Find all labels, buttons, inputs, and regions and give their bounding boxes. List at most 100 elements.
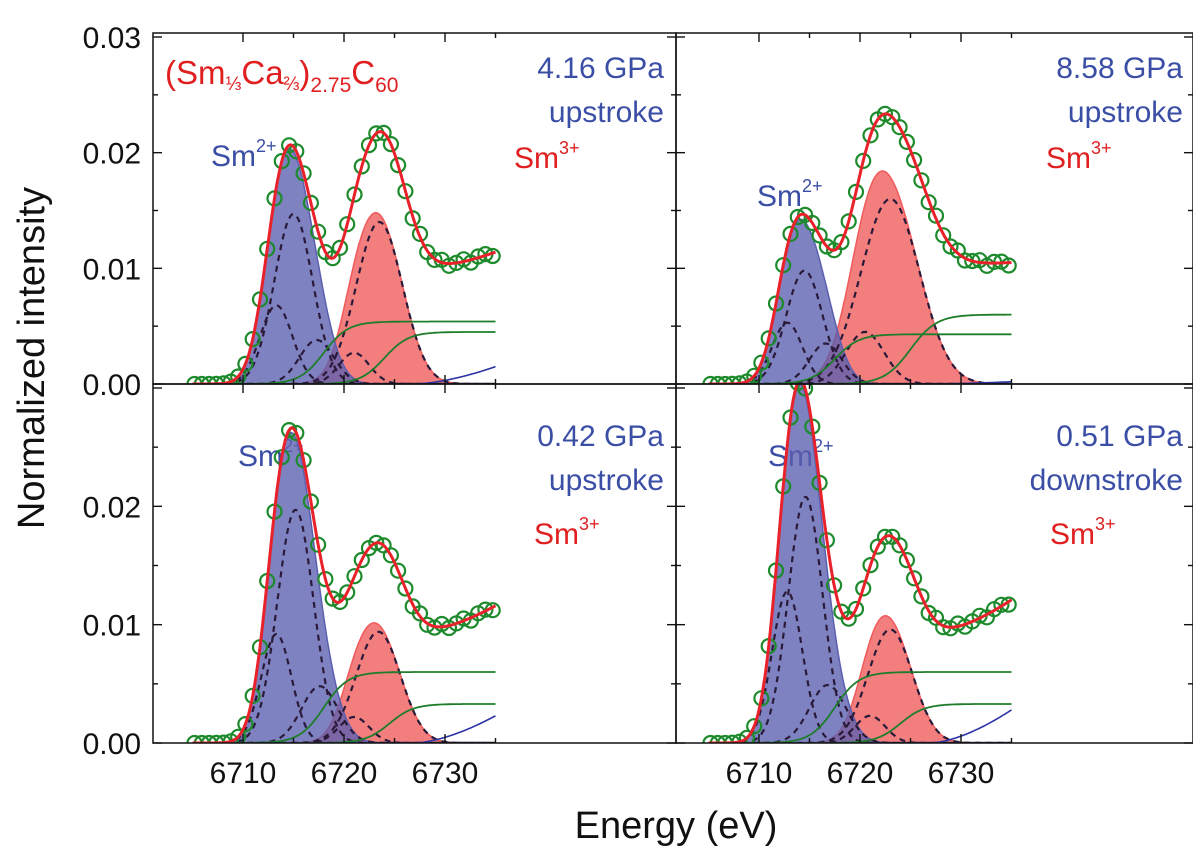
stroke-label-3: upstroke — [549, 464, 664, 497]
x-tick-label: 6720 — [311, 757, 378, 790]
data-point — [804, 214, 821, 232]
plot-area — [186, 105, 1017, 743]
data-point — [360, 137, 378, 154]
axes-layer: 0.00 0.01 0.02 0.03 0.00 0.01 0.02 6710 6720 6730… — [83, 22, 1193, 790]
data-point — [935, 227, 952, 244]
data-point — [891, 537, 908, 554]
data-point — [331, 239, 349, 256]
compound-base: (Sm — [165, 54, 226, 91]
data-point — [201, 375, 218, 384]
data-point — [855, 580, 872, 597]
data-point — [237, 715, 254, 733]
y-tick-label: 0.01 — [83, 253, 141, 286]
data-point — [913, 588, 930, 605]
fit-curve — [192, 426, 497, 743]
data-point — [339, 584, 356, 601]
data-point — [709, 375, 726, 384]
data-point — [390, 562, 407, 579]
data-point — [746, 367, 763, 384]
fit-curve — [708, 112, 1012, 384]
stroke-label-2: upstroke — [1068, 96, 1183, 129]
data-point — [411, 225, 429, 242]
data-point — [862, 556, 879, 574]
y-axis-title: Normalized intensity — [11, 187, 53, 529]
sm2-label-1: Sm2+ — [211, 136, 277, 173]
compound-frac2: ⅔ — [284, 74, 300, 95]
data-point — [186, 734, 203, 743]
data-point — [368, 534, 385, 552]
data-point — [295, 165, 312, 182]
pressure-label-2: 8.58 GPa — [1056, 52, 1183, 85]
data-point — [353, 551, 370, 569]
data-point — [920, 194, 937, 211]
data-point — [397, 580, 414, 597]
data-point — [382, 136, 399, 153]
y-tick-label: 0.00 — [83, 369, 141, 402]
data-point — [891, 119, 908, 136]
data-point — [797, 384, 814, 397]
data-point — [288, 424, 305, 442]
data-point — [717, 375, 734, 384]
data-point — [898, 551, 916, 569]
x-tick-label: 6710 — [210, 757, 277, 790]
data-point — [855, 152, 872, 169]
data-point — [1000, 257, 1017, 274]
y-tick-label: 0.00 — [83, 728, 141, 761]
compound-close: ) — [299, 54, 310, 91]
data-point — [426, 251, 443, 268]
data-point — [339, 216, 356, 233]
data-point — [702, 375, 719, 384]
data-point — [753, 354, 770, 371]
data-point — [876, 105, 894, 123]
compound-sub1: 2.75 — [310, 74, 351, 97]
stroke-label-4: downstroke — [1030, 464, 1183, 497]
data-point — [317, 570, 334, 588]
data-point — [186, 375, 203, 384]
data-point — [302, 194, 319, 211]
data-point — [411, 605, 429, 622]
compound-frac1: ⅓ — [226, 74, 242, 95]
data-point — [927, 207, 945, 224]
data-point — [288, 143, 305, 160]
data-point — [717, 734, 734, 743]
data-point — [237, 355, 254, 372]
pressure-label-4: 0.51 GPa — [1056, 420, 1183, 453]
x-axis-title: Energy (eV) — [575, 805, 778, 847]
component-peak-3 — [192, 715, 496, 743]
x-tick-label: 6720 — [827, 757, 894, 790]
fit-curve — [708, 384, 1013, 743]
panel-bottom-left — [186, 422, 501, 743]
data-point — [193, 734, 210, 743]
data-point — [789, 208, 806, 226]
data-point — [782, 225, 799, 242]
data-point — [346, 186, 363, 203]
data-point — [440, 257, 458, 274]
data-point — [702, 734, 719, 743]
data-point — [273, 153, 290, 170]
data-point — [193, 375, 210, 384]
data-point — [811, 227, 828, 244]
compound-formula: (Sm⅓Ca⅔)2.75C60 — [165, 54, 398, 97]
panel-top-right — [702, 105, 1017, 384]
data-point — [390, 157, 407, 174]
data-point — [397, 183, 414, 200]
data-point — [353, 158, 370, 175]
data-point — [905, 151, 923, 169]
pressure-label-3: 0.42 GPa — [537, 420, 664, 453]
sm3-peak-area — [708, 170, 1012, 384]
component-peak-3 — [708, 714, 1012, 743]
x-tick-label: 6710 — [726, 757, 793, 790]
panel-bottom-right — [702, 384, 1017, 743]
fit-curve — [192, 130, 497, 384]
data-point — [847, 183, 865, 200]
data-point — [230, 728, 247, 743]
data-point — [862, 127, 879, 144]
data-point — [905, 570, 923, 587]
data-point — [833, 234, 850, 251]
data-point — [746, 718, 763, 735]
data-point — [898, 133, 916, 150]
x-tick-label: 6730 — [928, 757, 995, 790]
y-tick-label: 0.02 — [83, 491, 141, 524]
data-point — [760, 330, 777, 347]
